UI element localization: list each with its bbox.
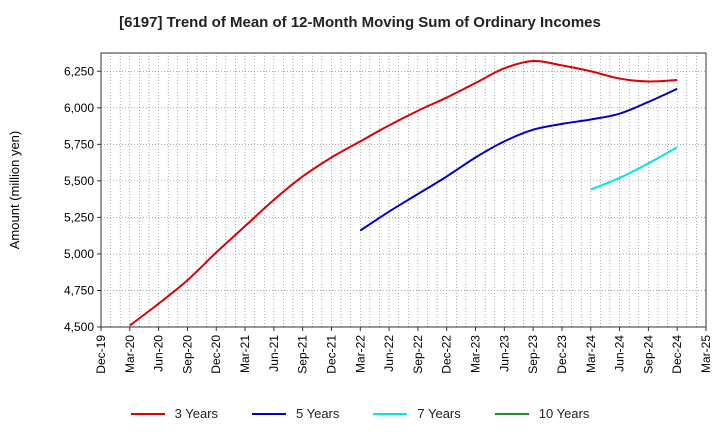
y-tick-label: 5,750 (64, 137, 94, 151)
y-tick-label: 6,000 (64, 101, 94, 115)
series-line-7-years (590, 146, 678, 191)
legend-swatch (494, 412, 529, 415)
x-tick-label: Jun-21 (267, 335, 281, 372)
x-tick-label: Sep-22 (411, 335, 425, 374)
legend-swatch (130, 412, 165, 415)
x-tick-label: Mar-20 (123, 335, 137, 373)
x-tick-label: Dec-21 (324, 335, 338, 374)
legend-item-5-years: 5 Years (252, 406, 339, 421)
legend-label: 7 Years (417, 406, 461, 421)
legend: 3 Years 5 Years 7 Years 10 Years (0, 406, 720, 421)
y-tick-label: 5,000 (64, 247, 94, 261)
x-tick-label: Dec-19 (94, 335, 108, 374)
x-tick-label: Mar-22 (353, 335, 367, 373)
x-tick-label: Jun-20 (152, 335, 166, 372)
series-line-3-years (129, 60, 678, 327)
x-tick-label: Mar-24 (584, 335, 598, 373)
x-tick-label: Jun-24 (613, 335, 627, 372)
x-tick-label: Sep-24 (641, 335, 655, 374)
x-axis-ticks: Dec-19 Mar-20 Jun-20 Sep-20 Dec-20 Mar-21 Jun-… (94, 327, 713, 374)
legend-label: 10 Years (538, 406, 590, 421)
legend-label: 3 Years (174, 406, 218, 421)
y-tick-label: 4,500 (64, 320, 94, 334)
series-lines (129, 60, 678, 327)
y-tick-label: 6,250 (64, 64, 94, 78)
y-tick-label: 4,750 (64, 283, 94, 297)
x-tick-label: Sep-21 (296, 335, 310, 374)
legend-item-10-years: 10 Years (494, 406, 590, 421)
x-tick-label: Jun-22 (382, 335, 396, 372)
legend-item-3-years: 3 Years (130, 406, 218, 421)
x-tick-label: Dec-20 (209, 335, 223, 374)
grid-lines (101, 53, 706, 328)
legend-swatch (252, 412, 286, 415)
x-tick-label: Dec-24 (670, 335, 684, 374)
y-axis-ticks: 4,500 4,750 5,000 5,250 5,500 5,750 6,000 6,250 (64, 64, 101, 334)
y-tick-label: 5,500 (64, 174, 94, 188)
plot-area-frame (100, 52, 707, 328)
y-axis-label: Amount (million yen) (7, 131, 22, 250)
x-tick-label: Sep-20 (180, 335, 194, 374)
x-tick-label: Mar-21 (238, 335, 252, 373)
legend-swatch (373, 412, 408, 415)
chart-title: [6197] Trend of Mean of 12-Month Moving … (119, 14, 601, 31)
x-tick-label: Dec-22 (440, 335, 454, 374)
legend-label: 5 Years (296, 406, 340, 421)
series-line-5-years (359, 87, 678, 232)
x-tick-label: Sep-23 (526, 335, 540, 374)
x-tick-label: Mar-25 (699, 335, 713, 373)
x-tick-label: Jun-23 (497, 335, 511, 372)
x-tick-label: Mar-23 (469, 335, 483, 373)
y-tick-label: 5,250 (64, 210, 94, 224)
legend-item-7-years: 7 Years (373, 406, 461, 421)
x-tick-label: Dec-23 (555, 335, 569, 374)
